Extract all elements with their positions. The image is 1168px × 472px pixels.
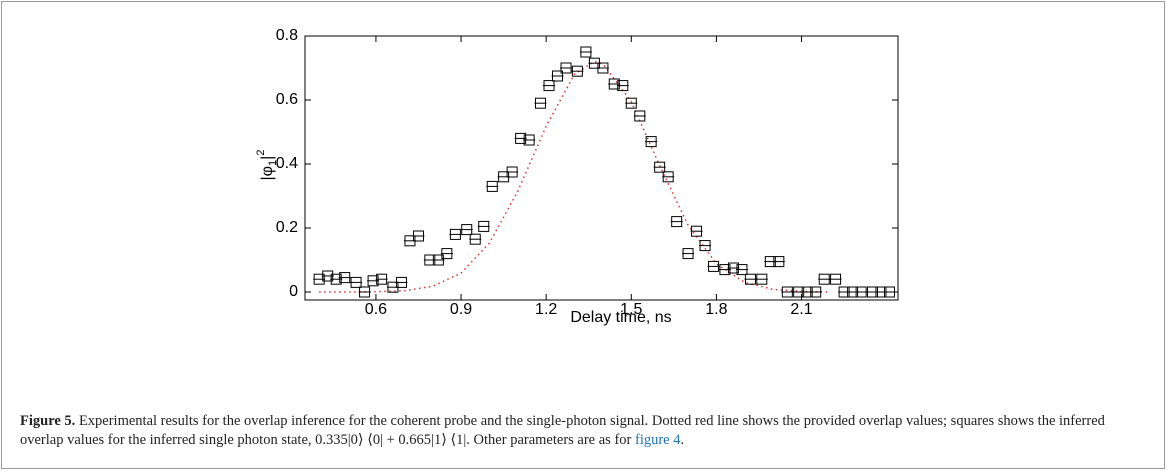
- y-tick-label: 0: [289, 283, 298, 300]
- y-tick-label: 0.8: [276, 27, 298, 44]
- y-axis-label: |φ1|2: [255, 150, 279, 181]
- x-tick-label: 1.8: [705, 301, 727, 318]
- caption-link[interactable]: figure 4: [634, 432, 681, 448]
- y-label-sup: 2: [255, 150, 267, 156]
- x-tick-label: 2.1: [790, 301, 812, 318]
- y-tick-label: 0.6: [276, 91, 298, 108]
- x-tick-label: 1.5: [620, 301, 642, 318]
- chart: Delay time, ns |φ1|2 0 0.2 0.4 0.6 0.8 0.6 0.9…: [255, 27, 899, 326]
- plot-area: [304, 35, 899, 301]
- x-tick-label: 1.2: [535, 301, 557, 318]
- y-label-sub: 1: [267, 160, 279, 166]
- y-tick-label: 0.2: [276, 219, 298, 236]
- y-label-base: |φ: [259, 166, 276, 181]
- caption-end: .: [680, 432, 685, 448]
- x-axis-label: Delay time, ns: [570, 309, 671, 326]
- x-tick-label: 0.6: [365, 301, 387, 318]
- caption-label: Figure 5.: [20, 413, 76, 429]
- caption: Figure 5. Experimental results for the o…: [20, 412, 1140, 450]
- caption-text: Experimental results for the overlap inf…: [20, 413, 1105, 448]
- y-label-close: |: [259, 156, 276, 160]
- x-tick-label: 0.9: [450, 301, 472, 318]
- y-tick-label: 0.4: [276, 155, 298, 172]
